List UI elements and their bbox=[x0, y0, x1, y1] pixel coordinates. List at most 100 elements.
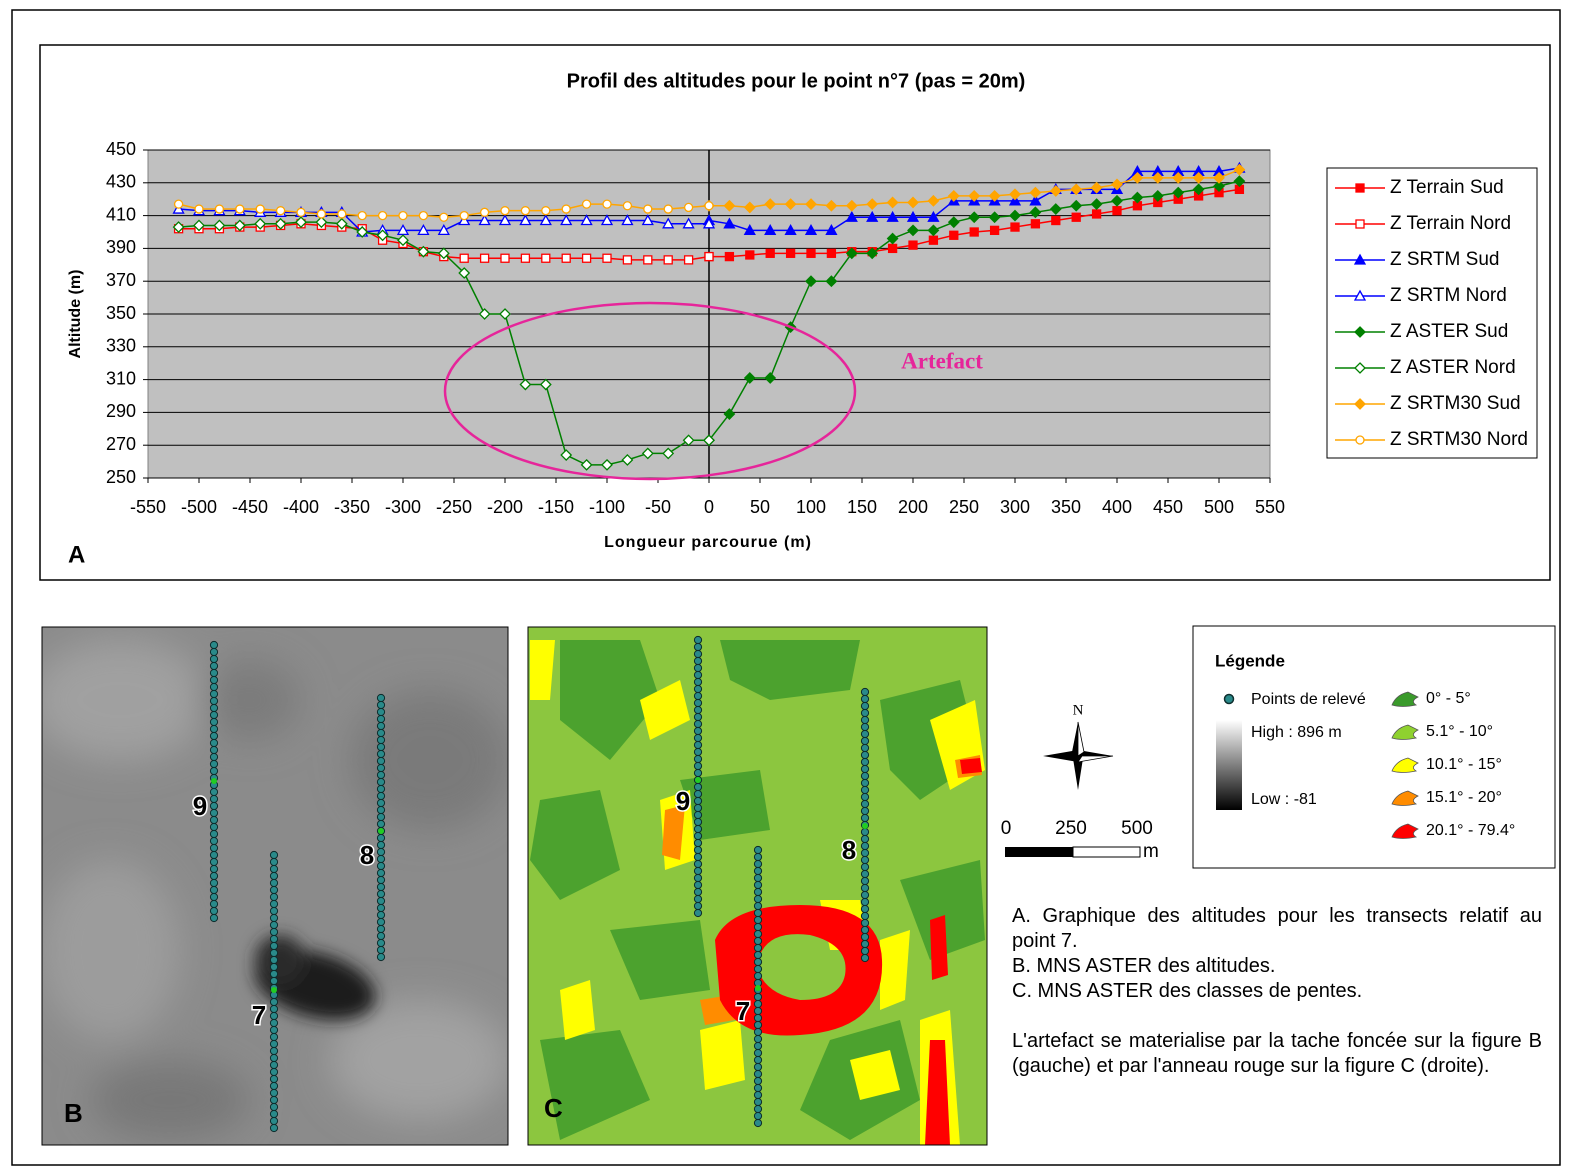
x-tick-label: 100 bbox=[796, 497, 826, 517]
transect-point bbox=[694, 769, 701, 776]
transect-point bbox=[210, 914, 217, 921]
y-tick-label: 290 bbox=[106, 401, 136, 421]
marker bbox=[379, 212, 387, 220]
marker bbox=[664, 256, 672, 264]
transect-point bbox=[754, 888, 761, 895]
transect-point bbox=[754, 1063, 761, 1070]
marker bbox=[521, 254, 529, 262]
x-tick-label: -300 bbox=[385, 497, 421, 517]
transect-point bbox=[694, 713, 701, 720]
transect-point bbox=[210, 718, 217, 725]
transect-point bbox=[270, 963, 277, 970]
transect-point bbox=[694, 825, 701, 832]
transect-point bbox=[754, 1014, 761, 1021]
transect-point bbox=[377, 862, 384, 869]
transect-point bbox=[754, 972, 761, 979]
transect-point bbox=[754, 1098, 761, 1105]
transect-point bbox=[270, 956, 277, 963]
transect-point bbox=[377, 743, 384, 750]
transect-point bbox=[210, 669, 217, 676]
transect-point bbox=[377, 764, 384, 771]
scale-bar bbox=[1073, 847, 1140, 857]
transect-point bbox=[377, 890, 384, 897]
transect-point bbox=[270, 1089, 277, 1096]
transect-point bbox=[270, 1019, 277, 1026]
transect-point bbox=[694, 839, 701, 846]
transect-center bbox=[378, 828, 384, 834]
x-tick-label: 350 bbox=[1051, 497, 1081, 517]
legend-label: Z Terrain Nord bbox=[1390, 213, 1511, 234]
scale-label: 0 bbox=[1001, 818, 1012, 839]
transect-point bbox=[861, 940, 868, 947]
transect-point bbox=[861, 828, 868, 835]
legend-marker bbox=[1356, 184, 1364, 192]
transect-point bbox=[694, 685, 701, 692]
marker bbox=[909, 241, 917, 249]
transect-point bbox=[270, 1040, 277, 1047]
transect-point bbox=[210, 662, 217, 669]
transect-point bbox=[694, 895, 701, 902]
transect-point bbox=[754, 895, 761, 902]
transect-point bbox=[754, 993, 761, 1000]
transect-point bbox=[754, 930, 761, 937]
transect-point bbox=[210, 816, 217, 823]
legend-label: Z ASTER Sud bbox=[1390, 321, 1508, 342]
marker bbox=[644, 256, 652, 264]
marker bbox=[583, 254, 591, 262]
transect-point bbox=[270, 865, 277, 872]
transect-point bbox=[270, 928, 277, 935]
transect-point bbox=[270, 886, 277, 893]
transect-point bbox=[754, 958, 761, 965]
transect-point bbox=[861, 912, 868, 919]
transect-label: 9 bbox=[676, 786, 690, 816]
transect-point bbox=[270, 977, 277, 984]
plot: 250270290310330350370390410430450-550-50… bbox=[106, 139, 1285, 517]
transect-point bbox=[754, 1028, 761, 1035]
transect-point bbox=[270, 935, 277, 942]
marker bbox=[1011, 223, 1019, 231]
transect-point bbox=[694, 657, 701, 664]
north-label: N bbox=[1073, 702, 1084, 718]
marker bbox=[562, 205, 570, 213]
y-tick-label: 350 bbox=[106, 303, 136, 323]
transect-point bbox=[270, 921, 277, 928]
transect-label: 7 bbox=[252, 1000, 266, 1030]
transect-point bbox=[270, 1061, 277, 1068]
marker bbox=[460, 254, 468, 262]
x-tick-label: -350 bbox=[334, 497, 370, 517]
transect-point bbox=[270, 907, 277, 914]
transect-point bbox=[694, 671, 701, 678]
transect-point bbox=[210, 760, 217, 767]
transect-point bbox=[377, 694, 384, 701]
transect-point bbox=[377, 946, 384, 953]
y-tick-label: 330 bbox=[106, 336, 136, 356]
panel-label: B bbox=[64, 1098, 83, 1128]
transect-point bbox=[377, 876, 384, 883]
transect-point bbox=[861, 863, 868, 870]
transect-point bbox=[861, 884, 868, 891]
x-tick-label: -400 bbox=[283, 497, 319, 517]
transect-point bbox=[754, 1049, 761, 1056]
marker bbox=[685, 203, 693, 211]
transect-point bbox=[861, 688, 868, 695]
transect-point bbox=[210, 725, 217, 732]
marker bbox=[623, 256, 631, 264]
figure: Profil des altitudes pour le point n°7 (… bbox=[0, 0, 1569, 1173]
transect-point bbox=[377, 932, 384, 939]
transect-point bbox=[861, 779, 868, 786]
transect-point bbox=[861, 814, 868, 821]
transect-point bbox=[210, 704, 217, 711]
transect-point bbox=[210, 655, 217, 662]
transect-point bbox=[377, 806, 384, 813]
x-tick-label: -250 bbox=[436, 497, 472, 517]
x-tick-label: 250 bbox=[949, 497, 979, 517]
transect-point bbox=[754, 909, 761, 916]
transect-point bbox=[270, 893, 277, 900]
transect-point bbox=[210, 648, 217, 655]
transect-point bbox=[377, 883, 384, 890]
transect-point bbox=[754, 1105, 761, 1112]
marker bbox=[623, 202, 631, 210]
transect-point bbox=[861, 800, 868, 807]
caption-line: C. MNS ASTER des classes de pentes. bbox=[1012, 979, 1542, 1004]
transect-center bbox=[271, 987, 277, 993]
